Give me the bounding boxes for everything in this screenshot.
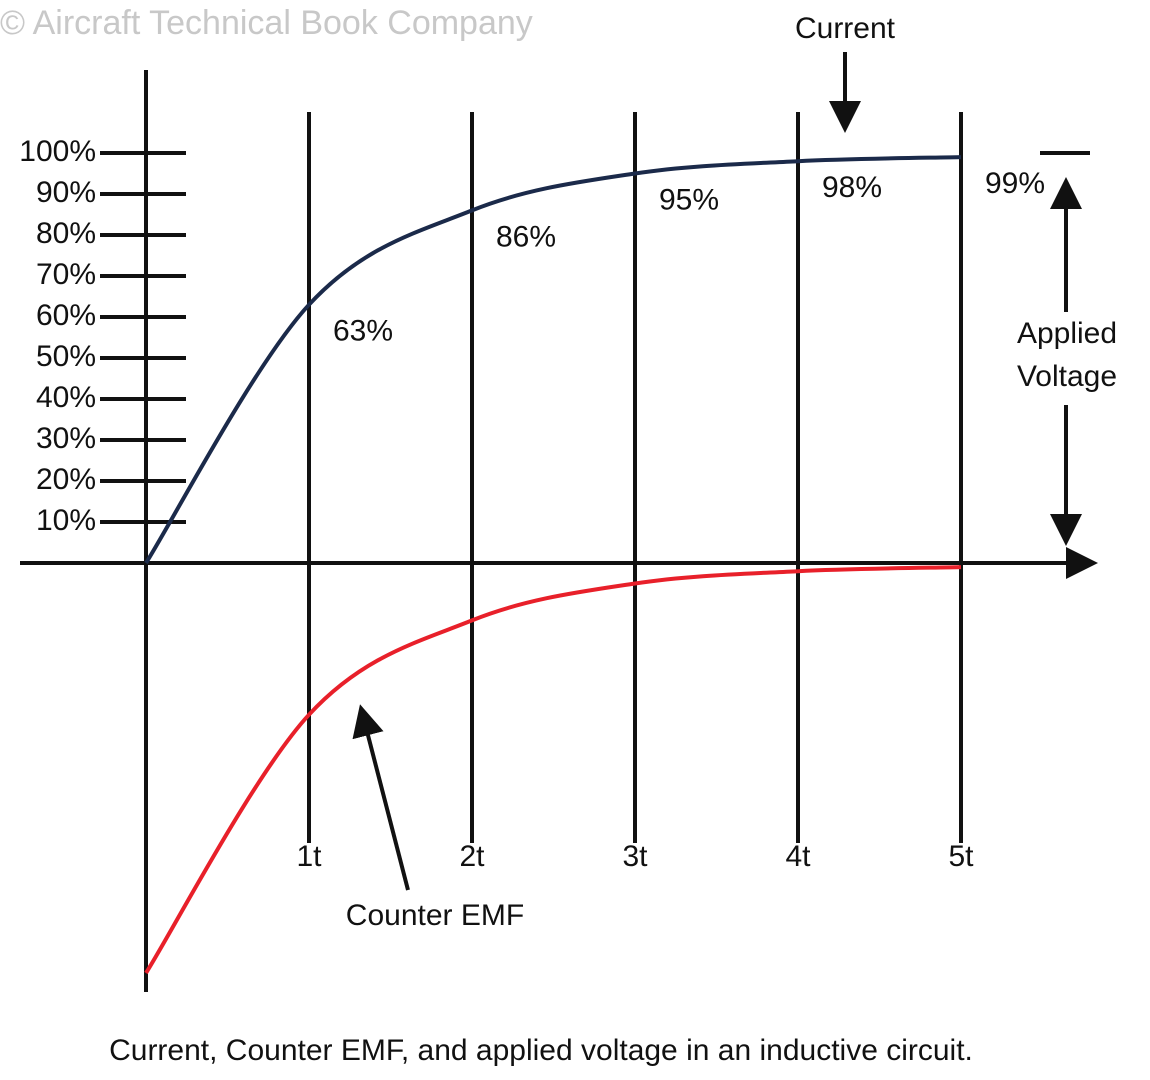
data-label: 63% [333,315,393,348]
data-label: 86% [496,220,556,253]
line-0 [144,155,962,565]
x-tick-label: 5t [948,840,974,873]
x-tick-label: 4t [785,840,811,873]
y-tick-label: 30% [36,422,96,455]
x-tick-label: 3t [622,840,648,873]
y-tick-label: 20% [36,463,96,496]
y-tick-label: 10% [36,504,96,537]
y-tick-label: 100% [19,135,96,168]
y-tick-label: 80% [36,217,96,250]
y-tick-label: 50% [36,340,96,373]
data-label: 99% [985,167,1045,200]
data-label: 98% [822,171,882,204]
data-label: 95% [659,183,719,216]
x-tick-label: 2t [459,840,485,873]
y-tick-label: 60% [36,299,96,332]
y-tick-label: 90% [36,176,96,209]
x-tick-label: 1t [296,840,322,873]
copyright: © Aircraft Technical Book Company [0,4,533,42]
caption: Current, Counter EMF, and applied voltag… [109,1034,973,1067]
y-tick-label: 70% [36,258,96,291]
line-1 [144,565,962,975]
arrow [352,704,410,891]
legend-current: Current [795,12,896,45]
legend-counter-emf: Counter EMF [346,899,524,932]
y-tick-label: 40% [36,381,96,414]
annotation: Voltage [1017,360,1117,393]
annotation: Applied [1017,317,1117,350]
